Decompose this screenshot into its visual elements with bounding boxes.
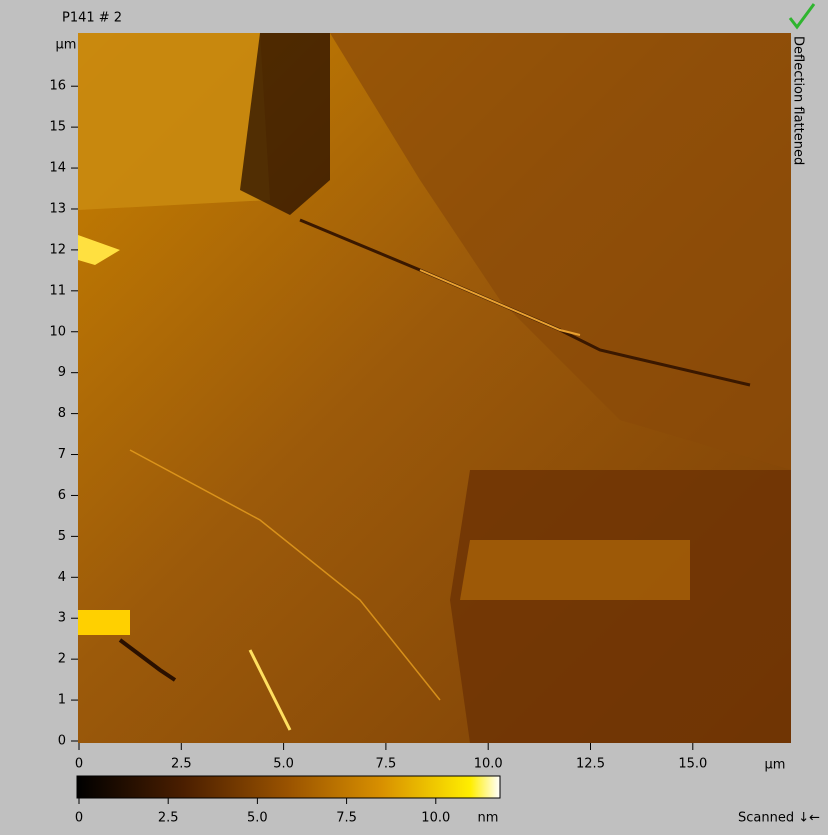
scan-title: P141 # 2 [62,11,122,26]
colorbar-unit: nm [478,811,499,826]
x-tick-label: 15.0 [678,757,707,772]
x-tick-label: 12.5 [576,757,605,772]
check-icon [790,4,814,27]
y-tick-label: 3 [58,611,66,626]
colorbar-tick-label: 5.0 [247,811,268,826]
y-unit: μm [56,38,77,53]
y-tick-label: 2 [58,652,66,667]
x-tick-label: 5.0 [273,757,294,772]
y-tick-label: 8 [58,406,66,421]
y-tick-label: 5 [58,529,66,544]
y-tick-label: 13 [49,201,66,216]
y-tick-label: 0 [58,734,66,749]
colorbar-tick-label: 10.0 [421,811,450,826]
y-tick-label: 1 [58,693,66,708]
afm-window: P141 # 2 Deflection flattened Scanned ↓←… [0,0,828,835]
side-label: Deflection flattened [791,36,806,165]
colorbar-tick-label: 7.5 [336,811,357,826]
scan-status: Scanned ↓← [738,811,820,826]
x-tick-label: 7.5 [376,757,397,772]
y-tick-label: 7 [58,447,66,462]
x-tick-label: 0 [75,757,83,772]
colorbar-tick-label: 2.5 [158,811,179,826]
y-tick-label: 16 [49,79,66,94]
y-tick-label: 12 [49,242,66,257]
x-tick-label: 2.5 [171,757,192,772]
y-tick-label: 14 [49,161,66,176]
x-tick-label: 10.0 [474,757,503,772]
y-tick-label: 11 [49,283,66,298]
colorbar [77,776,500,798]
y-tick-label: 9 [58,365,66,380]
y-tick-label: 4 [58,570,66,585]
y-tick-label: 6 [58,488,66,503]
y-tick-label: 10 [49,324,66,339]
afm-image [78,33,791,743]
y-tick-label: 15 [49,120,66,135]
colorbar-tick-label: 0 [75,811,83,826]
x-unit: μm [765,758,786,773]
